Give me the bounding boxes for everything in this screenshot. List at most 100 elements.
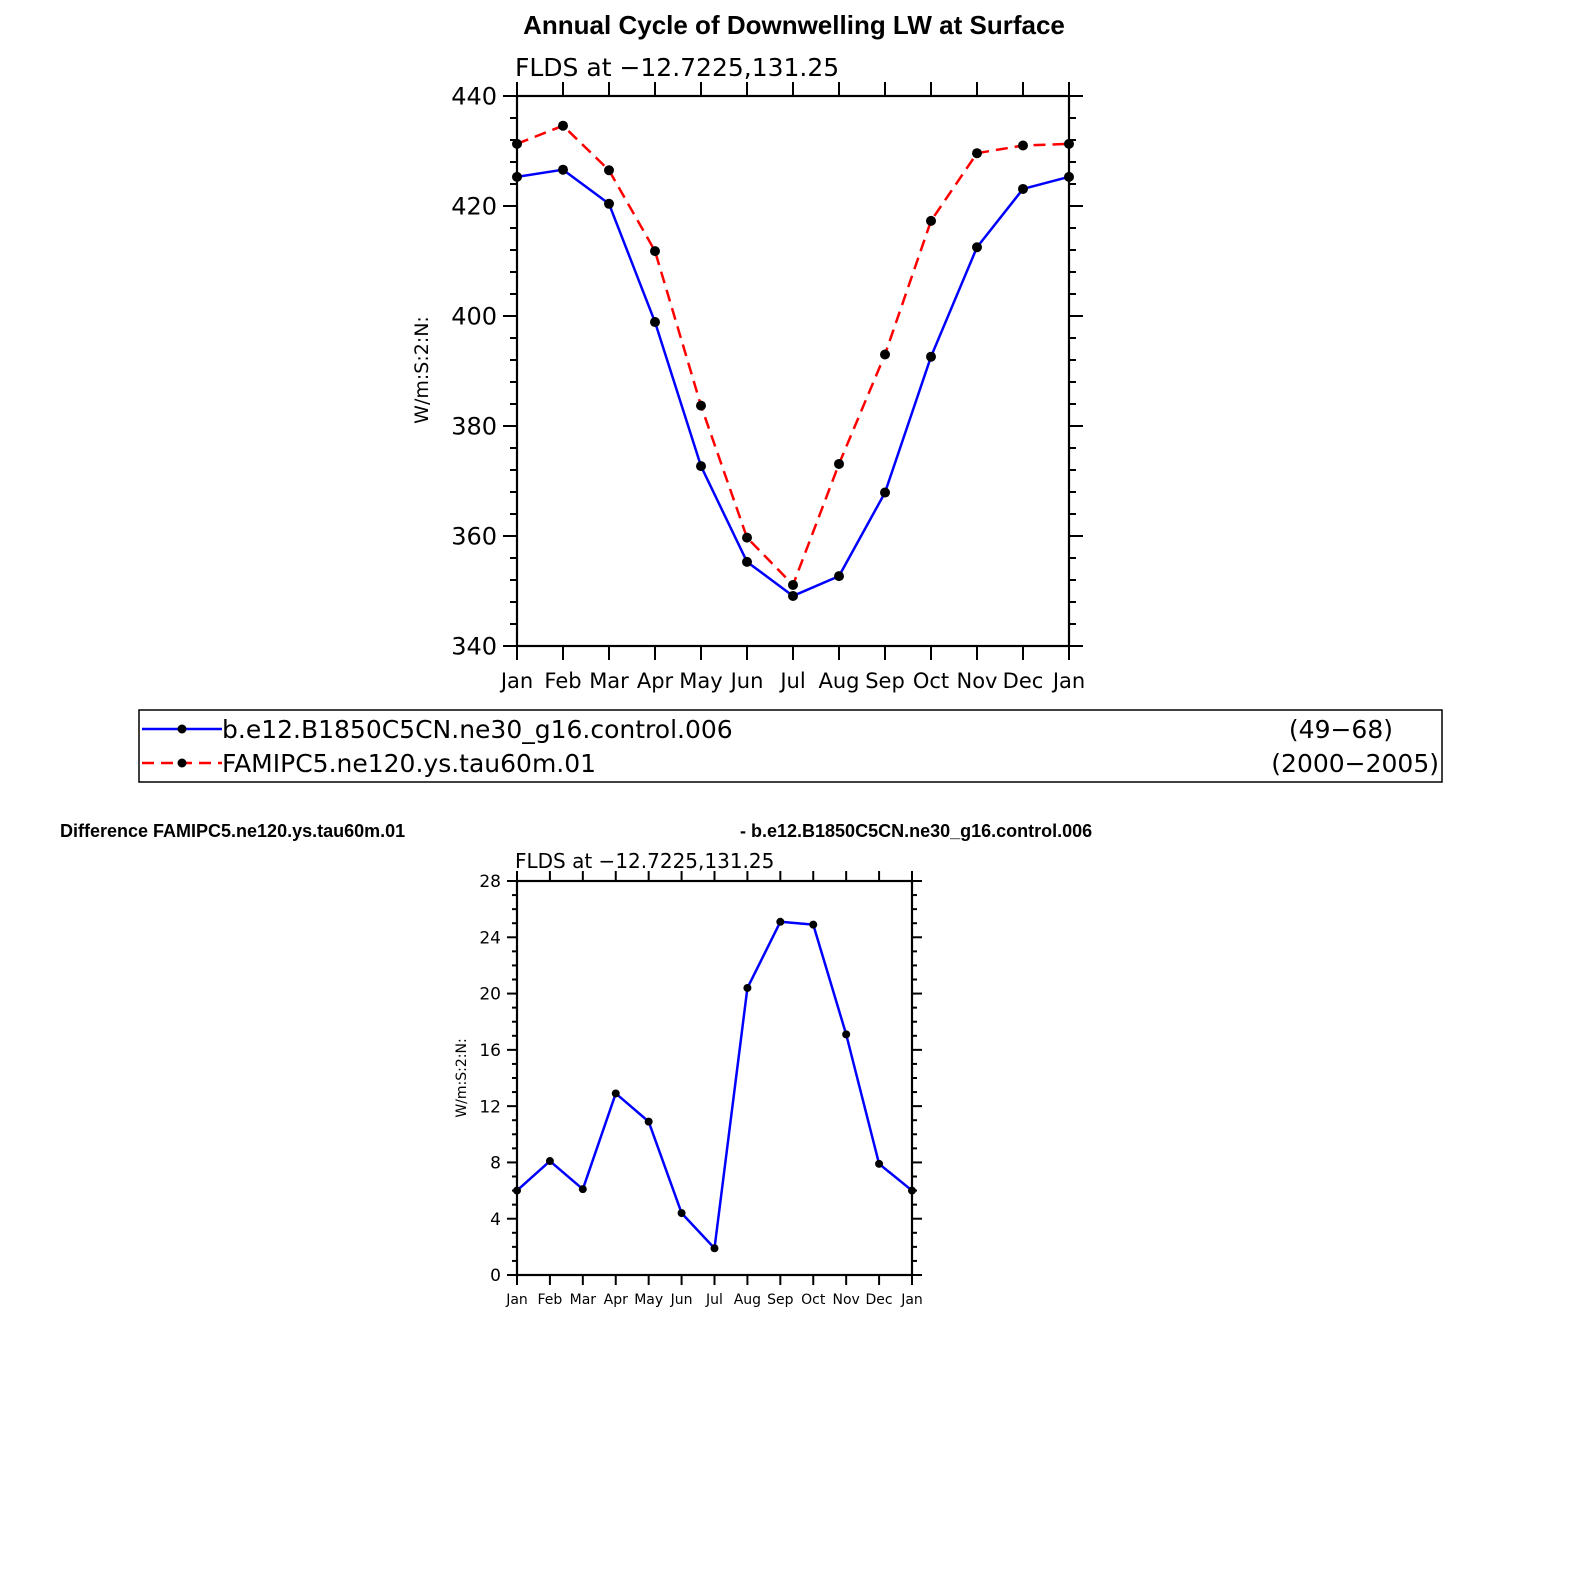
top-point-s0-10 [972,242,982,253]
top-ytick-label: 380 [451,413,497,441]
top-xtick-label: Apr [637,669,674,693]
top-point-s0-0 [512,171,522,182]
legend-marker-control [177,724,187,734]
top-point-s1-12 [1064,138,1074,149]
bottom-point-s0-10 [842,1030,851,1039]
bottom-ytick-label: 16 [479,1041,501,1061]
top-point-s1-8 [880,349,890,360]
top-xtick-label: Jun [729,669,764,693]
bottom-ytick-label: 24 [479,928,501,948]
top-xtick-label: Oct [913,669,949,693]
bottom-point-s0-7 [743,983,752,992]
bottom-point-s0-12 [908,1186,916,1195]
bottom-xtick-label: Feb [538,1292,563,1308]
main-title: Annual Cycle of Downwelling LW at Surfac… [523,10,1065,40]
top-point-s1-3 [650,246,660,257]
top-point-s1-7 [834,458,844,469]
top-point-s1-6 [788,579,798,590]
legend-frame [138,709,1443,783]
bottom-point-s0-2 [578,1185,587,1194]
top-point-s1-9 [926,215,936,226]
bottom-plot-area: 0 4 8 12 16 20 24 28 Jan Feb Mar Apr May Jun Jul Aug Sep… [479,871,923,1308]
difference-chart: FLDS at −12.7225,131.25 W/m:S:2:N: 0 4 8 12… [454,849,923,1308]
bottom-xtick-label: May [634,1292,663,1308]
bottom-xtick-label: Oct [801,1292,826,1308]
bottom-ytick-label: 28 [479,872,501,892]
top-xtick-label: Aug [818,669,859,693]
top-point-s0-1 [558,164,568,175]
top-point-s1-11 [1018,140,1028,151]
top-point-s0-4 [696,461,706,472]
top-chart-ylabel: W/m:S:2:N: [411,316,433,424]
bottom-chart-ylabel: W/m:S:2:N: [454,1038,470,1117]
legend-years-control: (49−68) [1289,715,1393,744]
top-point-s0-7 [834,571,844,582]
bottom-point-s0-6 [710,1244,719,1253]
bottom-xtick-label: Jul [705,1292,723,1308]
difference-title-left: Difference FAMIPC5.ne120.ys.tau60m.01 [60,821,405,841]
bottom-ytick-label: 12 [479,1097,501,1117]
top-xtick-label: Jan [499,669,533,693]
annual-cycle-chart: FLDS at −12.7225,131.25 W/m:S:2:N: 340 36… [411,53,1085,693]
top-xtick-label: Feb [544,669,581,693]
legend-marker-experiment [177,758,187,768]
top-point-s1-2 [604,165,614,176]
bottom-point-s0-9 [809,920,818,929]
top-ytick-label: 340 [451,633,497,661]
bottom-ytick-label: 20 [479,985,501,1005]
top-xtick-label: Jul [778,669,805,693]
bottom-xtick-label: Apr [604,1292,628,1308]
top-point-s0-12 [1064,171,1074,182]
top-point-s0-2 [604,198,614,209]
top-ytick-label: 440 [451,83,497,111]
bottom-xtick-label: Jan [505,1292,528,1308]
bottom-point-s0-4 [644,1117,653,1126]
top-xtick-label: Sep [865,669,905,693]
bottom-ytick-label: 8 [490,1154,501,1174]
bottom-chart-subtitle: FLDS at −12.7225,131.25 [515,849,774,873]
top-point-s1-0 [512,138,522,149]
bottom-point-s0-5 [677,1209,686,1218]
top-point-s0-5 [742,556,752,567]
top-plot-area: 340 360 380 400 420 440 Jan Feb Mar Apr May Jun Jul A… [451,82,1085,693]
top-point-s0-3 [650,317,660,328]
bottom-point-s0-3 [611,1089,620,1098]
legend-label-control: b.e12.B1850C5CN.ne30_g16.control.006 [222,715,733,744]
top-ytick-label: 420 [451,193,497,221]
top-point-s0-11 [1018,183,1028,194]
bottom-xtick-label: Nov [833,1292,860,1308]
top-ytick-label: 360 [451,523,497,551]
top-xtick-label: Jan [1051,669,1085,693]
top-point-s1-10 [972,148,982,159]
bottom-xtick-label: Jun [670,1292,693,1308]
bottom-point-s0-0 [513,1186,521,1195]
top-chart-subtitle: FLDS at −12.7225,131.25 [515,53,839,82]
top-xtick-label: Nov [957,669,998,693]
top-point-s1-4 [696,400,706,411]
bottom-point-s0-1 [545,1157,554,1166]
top-point-s0-6 [788,590,798,601]
top-point-s1-5 [742,532,752,543]
bottom-xtick-label: Dec [866,1292,893,1308]
legend-label-experiment: FAMIPC5.ne120.ys.tau60m.01 [222,749,596,778]
legend-entry-experiment: FAMIPC5.ne120.ys.tau60m.01 (2000−2005) [142,749,1439,778]
top-ytick-label: 400 [451,303,497,331]
top-xtick-label: May [679,669,722,693]
bottom-xtick-label: Aug [734,1292,761,1308]
top-xtick-label: Dec [1003,669,1044,693]
bottom-ytick-label: 0 [490,1266,501,1286]
bottom-xtick-label: Mar [570,1292,597,1308]
legend-entry-control: b.e12.B1850C5CN.ne30_g16.control.006 (49… [142,715,1393,744]
bottom-point-s0-8 [776,917,785,926]
legend-years-experiment: (2000−2005) [1271,749,1439,778]
top-xtick-label: Mar [589,669,629,693]
bottom-point-s0-11 [875,1159,884,1168]
top-point-s0-8 [880,487,890,498]
top-point-s0-9 [926,351,936,362]
bottom-ytick-label: 4 [490,1210,501,1230]
bottom-xtick-label: Jan [900,1292,923,1308]
legend: b.e12.B1850C5CN.ne30_g16.control.006 (49… [138,709,1443,783]
difference-title-right: - b.e12.B1850C5CN.ne30_g16.control.006 [740,821,1092,841]
top-point-s1-1 [558,120,568,131]
